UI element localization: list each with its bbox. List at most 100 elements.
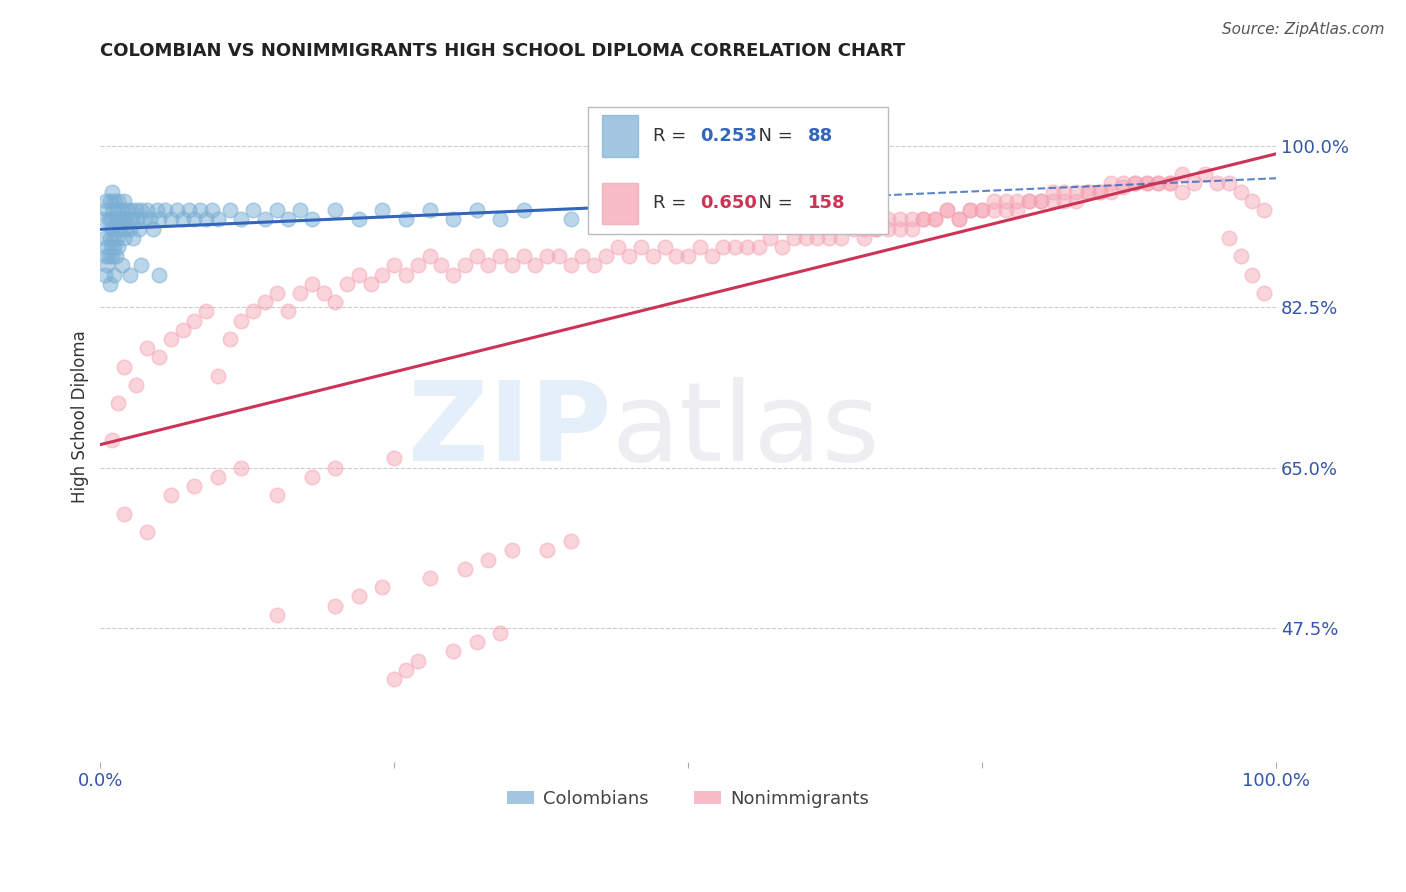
Point [1241, 194, 1264, 208]
Point [148, 212, 170, 227]
Point [983, 194, 1005, 208]
Point [290, 285, 312, 300]
Point [406, 259, 429, 273]
Point [818, 231, 841, 245]
Point [148, 268, 170, 282]
Point [1123, 176, 1146, 190]
Point [1077, 185, 1099, 199]
Point [124, 203, 146, 218]
Point [1171, 185, 1194, 199]
Point [110, 259, 132, 273]
Point [153, 203, 176, 218]
Point [103, 231, 125, 245]
Point [900, 221, 922, 235]
Point [948, 212, 970, 227]
Point [110, 221, 132, 235]
Point [207, 212, 229, 227]
Point [441, 268, 464, 282]
Point [735, 240, 758, 254]
Point [619, 249, 641, 263]
Point [172, 323, 194, 337]
Point [395, 268, 418, 282]
Point [606, 240, 628, 254]
Point [454, 562, 477, 576]
Point [1253, 285, 1275, 300]
Point [560, 534, 582, 549]
Point [959, 203, 981, 218]
Point [1241, 268, 1264, 282]
Point [1147, 176, 1170, 190]
Text: 0.650: 0.650 [700, 194, 756, 212]
Point [371, 203, 394, 218]
Text: ZIP: ZIP [408, 377, 612, 484]
Point [948, 212, 970, 227]
Point [371, 268, 394, 282]
Point [172, 212, 194, 227]
Point [1088, 185, 1111, 199]
Point [132, 212, 155, 227]
Point [900, 212, 922, 227]
Point [418, 203, 440, 218]
Point [512, 203, 534, 218]
Point [1229, 249, 1251, 263]
Point [465, 249, 488, 263]
Point [103, 268, 125, 282]
Point [1064, 185, 1087, 199]
Point [1088, 185, 1111, 199]
Point [794, 231, 817, 245]
Point [395, 663, 418, 677]
Text: 158: 158 [808, 194, 845, 212]
Point [501, 259, 523, 273]
Point [325, 295, 347, 310]
Point [1064, 194, 1087, 208]
Point [142, 221, 165, 235]
Point [524, 259, 547, 273]
Point [290, 203, 312, 218]
Point [107, 194, 129, 208]
Bar [602, 115, 637, 156]
Point [183, 212, 205, 227]
Point [501, 543, 523, 558]
Point [112, 507, 135, 521]
Point [1029, 194, 1052, 208]
FancyBboxPatch shape [588, 107, 889, 235]
Point [830, 231, 852, 245]
Point [1112, 180, 1135, 194]
Point [94, 268, 117, 282]
Text: 88: 88 [808, 127, 834, 145]
Point [1159, 176, 1181, 190]
Point [1218, 176, 1240, 190]
Point [1206, 176, 1229, 190]
Point [101, 433, 124, 447]
Point [1099, 176, 1122, 190]
Point [912, 212, 935, 227]
Point [1218, 231, 1240, 245]
Point [1042, 194, 1064, 208]
Point [1018, 194, 1040, 208]
Point [665, 249, 688, 263]
Point [770, 240, 793, 254]
Point [889, 212, 911, 227]
Point [325, 599, 347, 613]
Point [336, 277, 359, 291]
Point [101, 249, 124, 263]
Point [1229, 185, 1251, 199]
Point [877, 212, 900, 227]
Point [935, 203, 957, 218]
Point [1029, 194, 1052, 208]
Text: 0.253: 0.253 [700, 127, 756, 145]
Point [325, 203, 347, 218]
Point [959, 203, 981, 218]
Point [595, 203, 617, 218]
Point [253, 212, 276, 227]
Text: COLOMBIAN VS NONIMMIGRANTS HIGH SCHOOL DIPLOMA CORRELATION CHART: COLOMBIAN VS NONIMMIGRANTS HIGH SCHOOL D… [100, 42, 905, 60]
Point [1112, 176, 1135, 190]
Point [1099, 185, 1122, 199]
Point [347, 590, 370, 604]
Text: R =: R = [652, 194, 692, 212]
Point [689, 240, 711, 254]
Point [195, 212, 218, 227]
Point [1171, 167, 1194, 181]
Point [131, 259, 153, 273]
Point [724, 240, 747, 254]
